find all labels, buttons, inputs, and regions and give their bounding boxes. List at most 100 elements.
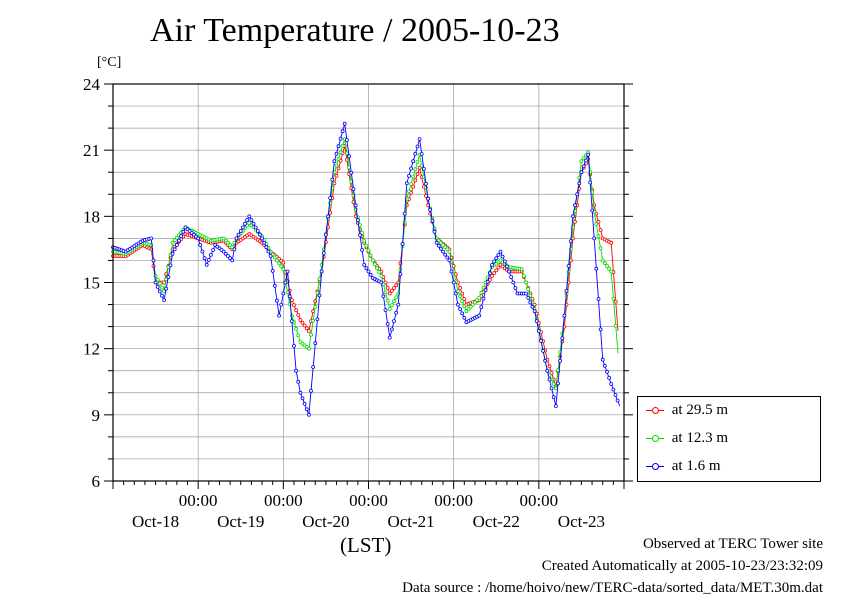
series-point-2 [584,158,588,163]
series-point-2 [264,245,269,250]
series-point-0 [609,240,614,245]
series-point-2 [579,170,584,175]
series-point-1 [419,163,424,168]
series-point-1 [174,235,179,240]
series-point-2 [534,319,539,324]
grid-layer [113,84,624,481]
series-point-2 [230,258,235,263]
series-point-2 [232,247,237,252]
series-point-2 [419,152,424,156]
series-point-2 [164,286,169,291]
series-point-2 [204,262,209,267]
series-point-2 [564,288,569,293]
series-point-2 [513,286,518,290]
legend-swatch-1-6m [646,462,664,472]
series-point-1 [613,323,618,328]
y-tick-label: 15 [83,274,100,293]
series-point-1 [611,296,616,301]
series-point-1 [436,238,441,243]
series-point-2 [249,218,254,222]
series-point-1 [372,262,377,267]
series-point-1 [409,182,414,186]
series-point-2 [455,302,460,307]
series-point-1 [475,298,480,303]
series-point-1 [464,309,469,314]
series-point-0 [302,323,307,328]
series-point-2 [198,243,203,247]
series-point-2 [358,233,362,238]
series-point-2 [257,232,262,237]
series-point-0 [296,313,301,317]
series-point-2 [530,304,535,309]
series-point-2 [319,269,324,274]
series-point-2 [274,298,279,303]
legend-label-29-5m: at 29.5 m [671,402,728,419]
x-date-label: Oct-21 [387,512,434,531]
series-point-1 [375,266,379,271]
series-point-2 [287,294,292,299]
series-point-2 [300,396,305,401]
series-point-2 [611,387,616,392]
series-point-2 [153,280,158,285]
series-point-2 [355,218,360,223]
series-point-2 [255,229,260,233]
series-point-2 [430,218,435,223]
series-point-0 [415,172,420,177]
y-tick-label: 12 [83,340,100,359]
series-point-0 [292,303,296,308]
series-point-2 [432,229,437,234]
series-point-0 [387,291,392,296]
series-point-2 [487,271,492,276]
x-time-label: 00:00 [179,491,218,510]
series-point-1 [441,243,445,247]
series-point-1 [473,300,477,305]
series-point-2 [581,164,586,169]
series-point-1 [338,150,343,155]
series-point-2 [568,239,573,244]
series-point-2 [428,207,433,212]
series-point-1 [155,277,160,282]
series-point-1 [385,298,390,303]
series-point-1 [226,240,230,245]
series-point-0 [458,286,463,290]
series-point-2 [292,343,296,348]
series-point-2 [598,327,603,332]
series-point-2 [462,315,467,320]
series-point-1 [221,236,226,241]
series-point-2 [556,381,560,386]
series-point-2 [571,214,575,219]
series-point-2 [573,203,577,208]
series-point-0 [389,288,394,293]
series-point-2 [172,247,177,252]
x-date-label: Oct-20 [302,512,349,531]
series-point-2 [541,348,545,353]
series-point-0 [598,228,603,233]
y-tick-label: 21 [83,141,100,160]
series-point-0 [334,173,339,178]
series-point-2 [417,137,422,142]
series-point-2 [381,294,386,299]
series-point-2 [383,308,388,313]
series-point-2 [421,166,426,171]
series-point-1 [311,318,316,323]
series-point-2 [543,358,548,363]
series-point-2 [524,291,528,296]
footer-site: Observed at TERC Tower site [642,536,823,552]
series-point-2 [492,259,497,264]
series-point-2 [238,229,243,233]
series-point-1 [170,240,175,245]
series-point-2 [594,266,599,271]
footer-source: Data source : /home/hoivo/new/TERC-data/… [402,580,823,596]
series-point-2 [436,243,441,248]
series-point-1 [607,266,611,271]
legend-swatch-29-5m [646,406,664,416]
series-point-2 [411,159,416,164]
series-layer [111,121,621,417]
legend-label-12-3m: at 12.3 m [671,430,728,447]
series-point-2 [500,254,505,259]
series-point-1 [379,273,384,278]
series-point-2 [477,313,482,318]
series-point-2 [162,298,167,303]
series-point-0 [394,283,399,288]
series-point-2 [507,269,511,274]
